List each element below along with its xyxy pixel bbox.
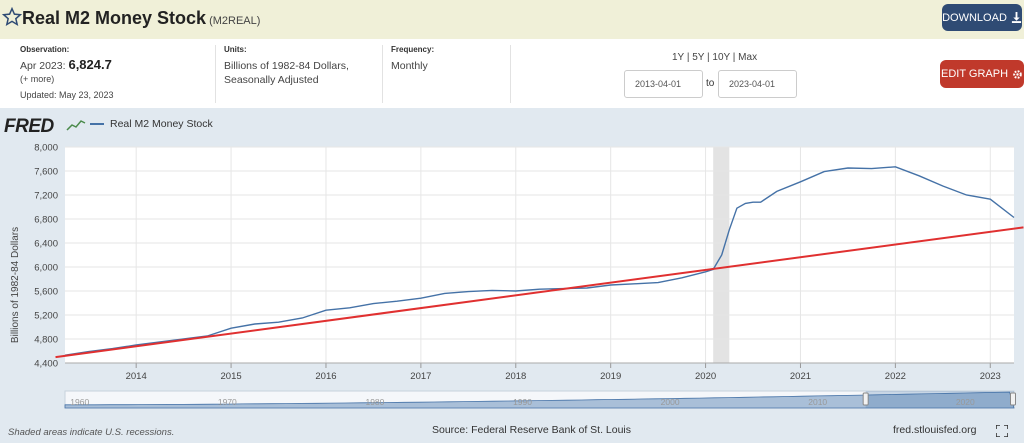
navigator-tick-label: 1960 (70, 397, 89, 407)
y-tick-label: 6,000 (34, 263, 58, 274)
site-link[interactable]: fred.stlouisfed.org (893, 424, 977, 436)
download-button[interactable]: DOWNLOAD (942, 4, 1022, 31)
y-tick-label: 6,400 (34, 239, 58, 250)
y-tick-label: 4,800 (34, 335, 58, 346)
observation-line: Apr 2023: 6,824.7 (20, 58, 114, 73)
y-tick-label: 5,200 (34, 311, 58, 322)
y-tick-label: 8,000 (34, 143, 58, 154)
x-tick-label: 2014 (126, 371, 147, 382)
navigator-handle (862, 392, 869, 406)
y-tick-label: 4,400 (34, 359, 58, 370)
y-tick-label: 7,600 (34, 167, 58, 178)
navigator-tick-label: 2010 (808, 397, 827, 407)
gear-icon (1013, 69, 1022, 79)
observation-period: Apr 2023: (20, 60, 66, 72)
units-line-1: Billions of 1982-84 Dollars, (224, 60, 349, 72)
observation-value: 6,824.7 (68, 57, 112, 72)
x-tick-label: 2015 (221, 371, 242, 382)
series-title: Real M2 Money Stock (22, 8, 207, 28)
fred-logo-chart-icon (66, 118, 86, 132)
x-tick-label: 2020 (695, 371, 716, 382)
star-icon[interactable] (2, 7, 22, 27)
trend-line (55, 226, 1024, 359)
y-axis-label: Billions of 1982-84 Dollars (10, 227, 21, 343)
frequency-label: Frequency: (391, 45, 435, 54)
edit-graph-button[interactable]: EDIT GRAPH (940, 60, 1024, 88)
observation-label: Observation: (20, 45, 70, 54)
navigator-tick-label: 1990 (513, 397, 532, 407)
updated-date: Updated: May 23, 2023 (20, 90, 114, 100)
series-line-real-m2 (64, 166, 1015, 356)
units-label: Units: (224, 45, 247, 54)
x-tick-label: 2021 (790, 371, 811, 382)
x-tick-label: 2018 (505, 371, 526, 382)
navigator-handle (1010, 392, 1016, 406)
legend-swatch (90, 123, 104, 125)
end-date-input[interactable]: 2023-04-01 (718, 70, 797, 98)
x-tick-label: 2022 (885, 371, 906, 382)
download-label: DOWNLOAD (942, 11, 1007, 24)
legend-label: Real M2 Money Stock (110, 118, 213, 130)
navigator-tick-label: 2020 (956, 397, 975, 407)
navigator-tick-label: 1970 (218, 397, 237, 407)
series-meta: Observation: Apr 2023: 6,824.7 (+ more) … (0, 39, 1024, 108)
x-tick-label: 2019 (600, 371, 621, 382)
frequency-block: Frequency: Monthly (391, 45, 434, 73)
download-icon (1011, 12, 1021, 23)
units-value: Billions of 1982-84 Dollars, Seasonally … (224, 59, 349, 87)
page-title: Real M2 Money Stock (M2REAL) (22, 8, 260, 29)
divider (382, 45, 383, 103)
series-code: (M2REAL) (209, 15, 261, 27)
x-tick-label: 2016 (315, 371, 336, 382)
divider (510, 45, 511, 103)
recession-note: Shaded areas indicate U.S. recessions. (8, 427, 175, 438)
units-line-2: Seasonally Adjusted (224, 74, 319, 86)
x-tick-label: 2017 (410, 371, 431, 382)
navigator-selection (865, 391, 1014, 408)
source-note: Source: Federal Reserve Bank of St. Loui… (432, 424, 632, 436)
chart-legend: Real M2 Money Stock (90, 118, 213, 130)
to-label: to (706, 78, 715, 89)
y-tick-label: 5,600 (34, 287, 58, 298)
y-tick-label: 7,200 (34, 191, 58, 202)
plot-background (65, 147, 1014, 363)
navigator-tick-label: 1980 (365, 397, 384, 407)
more-link[interactable]: (+ more) (20, 74, 55, 84)
divider (215, 45, 216, 103)
x-tick-label: 2023 (980, 371, 1001, 382)
header-bar: Real M2 Money Stock (M2REAL) DOWNLOAD (0, 0, 1024, 39)
navigator-tick-label: 2000 (661, 397, 680, 407)
edit-graph-label: EDIT GRAPH (940, 68, 1009, 80)
frequency-value: Monthly (391, 60, 428, 72)
fullscreen-icon[interactable] (996, 425, 1008, 437)
navigator-area (64, 391, 1015, 409)
fred-logo: FRED (4, 116, 54, 137)
units-block: Units: Billions of 1982-84 Dollars, Seas… (224, 45, 349, 87)
range-links[interactable]: 1Y | 5Y | 10Y | Max (672, 52, 758, 63)
y-tick-label: 6,800 (34, 215, 58, 226)
observation-block: Observation: Apr 2023: 6,824.7 (+ more) … (20, 45, 114, 102)
start-date-input[interactable]: 2013-04-01 (624, 70, 703, 98)
